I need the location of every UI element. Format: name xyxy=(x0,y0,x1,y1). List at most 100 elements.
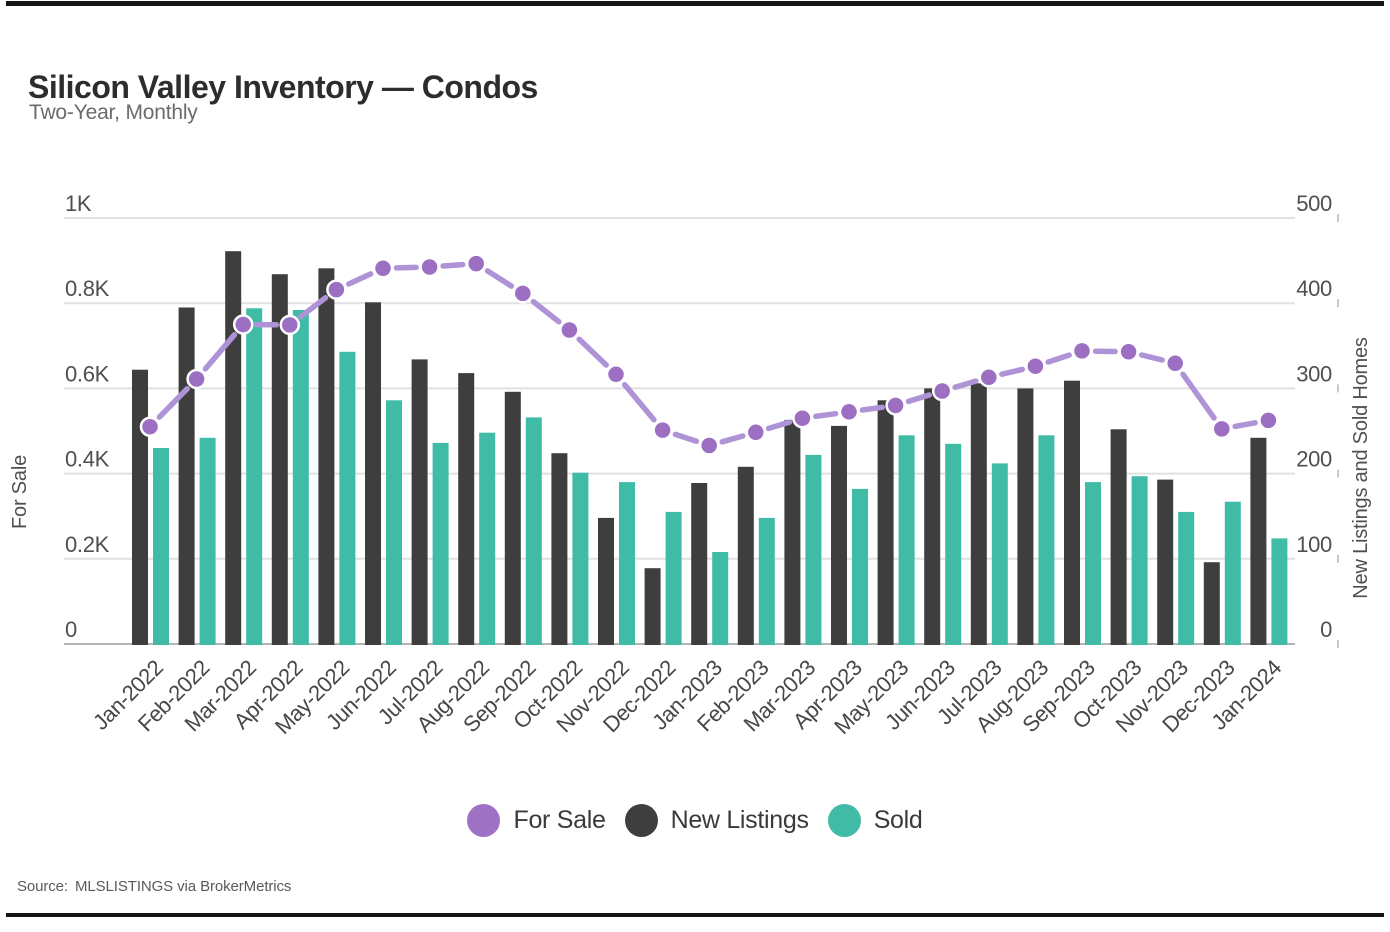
line-segment xyxy=(440,261,466,269)
chart-title: Silicon Valley Inventory — Condos xyxy=(28,69,538,106)
bar xyxy=(619,482,635,645)
bar xyxy=(132,369,148,645)
legend-item-new-listings: New Listings xyxy=(624,804,809,837)
legend-swatch-sold-icon xyxy=(827,804,861,837)
bar xyxy=(924,388,941,645)
legend-label-for-sale: For Sale xyxy=(513,806,606,834)
line-segment xyxy=(156,385,190,420)
axis-titles: For Sale New Listings and Sold Homes xyxy=(9,337,1372,599)
left-axis-tick-labels: 0 0.2K 0.4K 0.6K 0.8K 1K xyxy=(65,191,110,642)
legend-item-for-sale: For Sale xyxy=(467,804,606,837)
line-point xyxy=(465,253,487,274)
line-point xyxy=(652,419,673,441)
legend-swatch-for-sale-icon xyxy=(467,804,501,837)
bar xyxy=(1250,437,1267,645)
right-tick-label: 400 xyxy=(1296,276,1332,301)
right-axis-title: New Listings and Sold Homes xyxy=(1350,337,1372,599)
left-tick-label: 0 xyxy=(65,617,77,642)
bar xyxy=(712,552,729,645)
line-segment xyxy=(345,271,374,287)
line-point xyxy=(745,422,767,443)
right-tick-label: 200 xyxy=(1296,447,1332,472)
line-segment xyxy=(1180,371,1217,421)
bar xyxy=(1131,476,1148,645)
legend-label-sold: Sold xyxy=(873,806,923,834)
right-axis-tick-labels: 0 100 200 300 400 500 xyxy=(1296,191,1339,648)
line-point xyxy=(372,258,394,279)
bar xyxy=(339,351,356,645)
line-point xyxy=(1258,410,1279,431)
bar xyxy=(805,454,822,645)
line-point xyxy=(978,367,1000,388)
line-point xyxy=(1211,418,1233,440)
bar xyxy=(199,437,216,645)
legend-swatch-new-listings-icon xyxy=(624,804,658,837)
left-tick-label: 0.6K xyxy=(65,361,110,386)
bar xyxy=(225,251,242,645)
bar xyxy=(1017,388,1034,645)
line-segment xyxy=(672,431,700,445)
line-point xyxy=(1164,353,1186,374)
top-border-rule xyxy=(6,1,1384,6)
line-segment xyxy=(765,419,793,432)
right-tick-label: 0 xyxy=(1320,617,1332,642)
line-segment xyxy=(859,404,885,413)
bar xyxy=(572,472,589,645)
bar xyxy=(1224,501,1241,645)
line-segment xyxy=(576,336,609,368)
bar xyxy=(644,568,661,645)
bar xyxy=(831,425,847,645)
bar xyxy=(1085,482,1101,645)
line-segment xyxy=(530,298,562,325)
bar xyxy=(292,310,309,645)
line-segment xyxy=(202,332,238,372)
bar xyxy=(386,400,402,645)
bar xyxy=(784,419,801,645)
bar xyxy=(318,268,335,645)
line-segment xyxy=(905,392,933,405)
bar xyxy=(1178,511,1195,645)
bar xyxy=(1271,538,1288,645)
left-axis-title: For Sale xyxy=(9,455,31,529)
line-segment xyxy=(1138,352,1165,363)
bar xyxy=(271,274,288,645)
line-point xyxy=(885,395,906,416)
line-point xyxy=(931,380,953,402)
x-axis-labels: Jan-2022Feb-2022Mar-2022Apr-2022May-2022… xyxy=(88,655,1286,739)
line-segment xyxy=(952,378,979,390)
bar xyxy=(504,391,521,645)
bar xyxy=(970,383,987,645)
bar xyxy=(178,307,195,645)
line-segment xyxy=(484,268,515,289)
line-point xyxy=(605,364,627,385)
line-point xyxy=(419,256,440,278)
bar xyxy=(1203,562,1220,645)
line-point xyxy=(139,416,161,437)
legend-item-sold: Sold xyxy=(827,804,923,837)
bottom-border-rule xyxy=(6,913,1384,917)
line-segment xyxy=(297,294,329,320)
line-point xyxy=(326,279,347,300)
line-point xyxy=(279,314,301,336)
bar xyxy=(852,488,868,645)
left-tick-label: 0.2K xyxy=(65,532,110,557)
left-tick-label: 1K xyxy=(65,191,92,216)
line-segment xyxy=(1045,352,1072,365)
line-point xyxy=(838,401,860,423)
source-line: Source: MLSLISTINGS via BrokerMetrics xyxy=(17,878,291,895)
right-tick-label: 500 xyxy=(1296,191,1332,216)
bar xyxy=(598,517,614,645)
bar xyxy=(153,448,169,645)
line-point xyxy=(1025,355,1046,377)
bar xyxy=(479,432,496,645)
line-segment xyxy=(719,433,746,445)
bar xyxy=(665,511,682,645)
line-points-for-sale xyxy=(139,253,1279,456)
line-segment xyxy=(621,381,657,423)
line-segment xyxy=(999,366,1026,377)
line-for-sale xyxy=(156,261,1258,445)
chart-subtitle: Two-Year, Monthly xyxy=(29,101,198,124)
line-point xyxy=(512,283,534,304)
bars-new-listings xyxy=(132,251,1267,645)
